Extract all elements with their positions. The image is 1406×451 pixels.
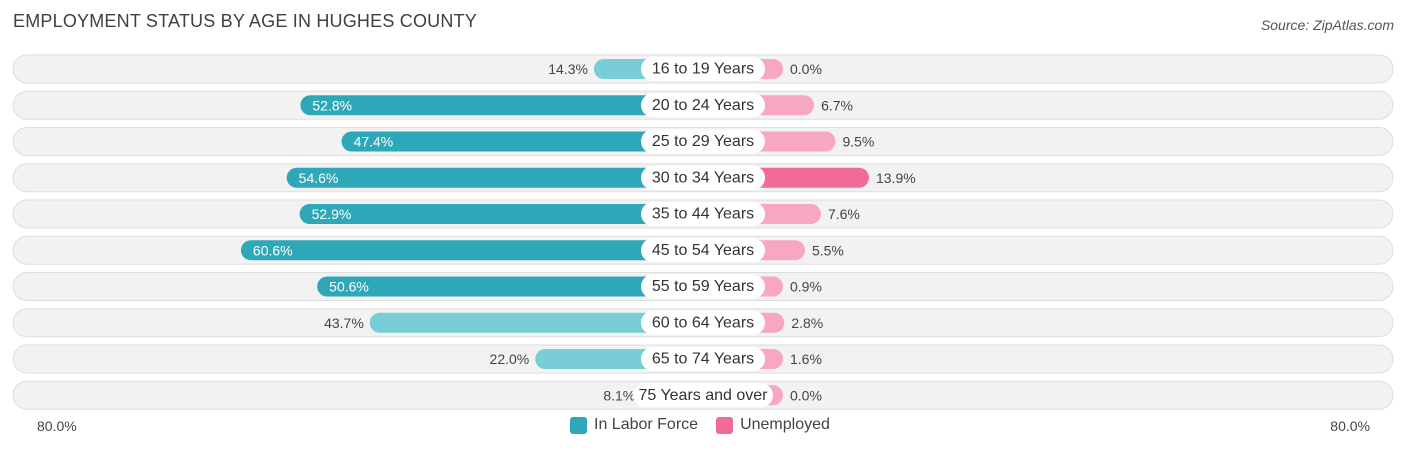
labor-force-value-label: 54.6% — [299, 170, 339, 186]
labor-force-bar[interactable] — [299, 204, 703, 224]
labor-force-bar[interactable] — [369, 312, 703, 333]
category-label-20-to-24-years: 20 to 24 Years — [652, 97, 754, 114]
labor-force-value-label: 47.4% — [354, 134, 394, 150]
unemployed-value-label: 6.7% — [821, 97, 853, 113]
axis-label-left: 80.0% — [37, 418, 77, 434]
labor-force-value-label: 52.8% — [312, 97, 352, 113]
category-pill — [641, 93, 765, 118]
category-label-45-to-54-years: 45 to 54 Years — [652, 242, 754, 259]
unemployed-value-label: 5.5% — [812, 242, 844, 258]
labor-force-value-label: 43.7% — [324, 315, 364, 331]
category-pill — [641, 310, 765, 335]
category-label-75-years-and-over: 75 Years and over — [639, 387, 769, 404]
category-label-55-to-59-years: 55 to 59 Years — [652, 278, 754, 295]
category-pill — [641, 238, 765, 263]
legend-item-labor-force[interactable]: In Labor Force — [570, 416, 698, 434]
axis-label-right: 80.0% — [1330, 418, 1370, 434]
category-pill — [633, 383, 773, 408]
category-label-25-to-29-years: 25 to 29 Years — [652, 133, 754, 150]
labor-force-value-label: 50.6% — [329, 279, 369, 295]
labor-force-bar[interactable] — [341, 131, 703, 152]
labor-force-value-label: 60.6% — [253, 242, 293, 258]
labor-force-value-label: 52.9% — [312, 206, 352, 222]
legend-label-unemployed: Unemployed — [740, 416, 830, 433]
legend-item-unemployed[interactable]: Unemployed — [716, 416, 830, 434]
legend: In Labor Force Unemployed — [570, 416, 848, 434]
labor-force-value-label: 22.0% — [490, 351, 530, 367]
unemployed-swatch — [716, 416, 734, 434]
category-label-16-to-19-years: 16 to 19 Years — [652, 61, 754, 78]
unemployed-value-label: 0.9% — [790, 279, 822, 295]
unemployed-value-label: 0.0% — [790, 387, 822, 403]
unemployed-value-label: 13.9% — [876, 170, 916, 186]
labor-force-value-label: 8.1% — [603, 387, 635, 403]
source-credit: Source: ZipAtlas.com — [1260, 17, 1394, 33]
category-label-65-to-74-years: 65 to 74 Years — [652, 351, 754, 368]
unemployed-value-label: 2.8% — [791, 315, 823, 331]
legend-label-labor-force: In Labor Force — [594, 416, 699, 433]
category-pill — [641, 274, 765, 299]
category-label-60-to-64-years: 60 to 64 Years — [652, 314, 754, 331]
labor-force-bar[interactable] — [317, 276, 703, 297]
labor-force-bar[interactable] — [286, 167, 703, 188]
labor-force-bar[interactable] — [300, 95, 703, 116]
category-pill — [641, 57, 765, 81]
labor-force-bar[interactable] — [240, 240, 704, 261]
labor-force-value-label: 14.3% — [548, 61, 588, 77]
unemployed-value-label: 1.6% — [790, 351, 822, 367]
unemployed-value-label: 9.5% — [842, 134, 874, 150]
category-label-35-to-44-years: 35 to 44 Years — [652, 206, 754, 223]
category-pill — [641, 347, 765, 371]
chart-title: EMPLOYMENT STATUS BY AGE IN HUGHES COUNT… — [13, 11, 477, 31]
labor-force-swatch — [570, 416, 587, 434]
category-pill — [641, 129, 765, 154]
unemployed-value-label: 0.0% — [790, 61, 822, 77]
category-label-30-to-34-years: 30 to 34 Years — [652, 169, 754, 186]
category-pill — [641, 165, 765, 190]
category-pill — [641, 202, 765, 226]
unemployed-value-label: 7.6% — [828, 206, 860, 222]
